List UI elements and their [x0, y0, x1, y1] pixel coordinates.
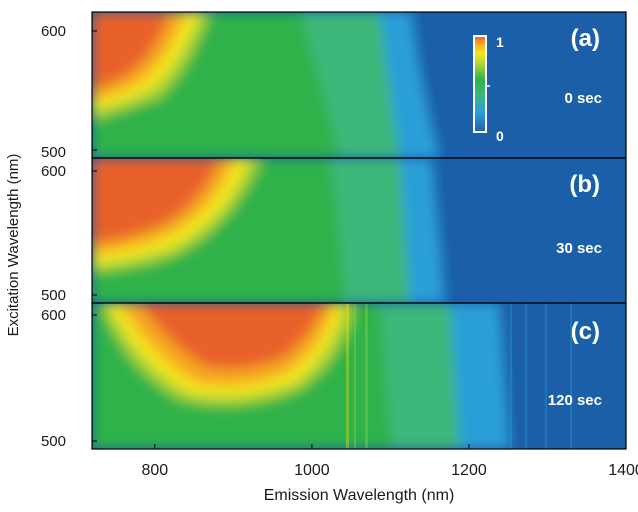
panel-b-time: 30 sec	[556, 240, 602, 257]
panel-c-frame	[91, 302, 627, 450]
x-tick-label: 1000	[294, 462, 330, 479]
y-tick-labels: 600 500 600 500 600 500	[41, 23, 66, 450]
y-tick-b-500: 500	[41, 287, 66, 304]
y-tick-a-500: 500	[41, 144, 66, 161]
x-tick-label: 1400	[608, 462, 638, 479]
x-axis: 800 1000 1200 1400	[141, 444, 638, 479]
y-tick-c-600: 600	[41, 307, 66, 324]
x-axis-label: Emission Wavelength (nm)	[264, 487, 455, 504]
panel-c	[92, 303, 626, 449]
panel-a-time: 0 sec	[564, 90, 602, 107]
panel-c-label: (c)	[571, 318, 600, 345]
panel-b-label: (b)	[569, 171, 600, 198]
colorbar: 1 0	[473, 34, 504, 144]
y-tick-b-600: 600	[41, 163, 66, 180]
y-tick-a-600: 600	[41, 23, 66, 40]
panel-a	[92, 12, 626, 158]
y-tick-c-500: 500	[41, 433, 66, 450]
panel-b	[92, 158, 626, 303]
colorbar-max-label: 1	[496, 34, 504, 50]
panel-c-time: 120 sec	[548, 392, 602, 409]
panel-a-label: (a)	[571, 25, 600, 52]
x-tick-label: 800	[141, 462, 168, 479]
y-axis-label: Excitation Wavelength (nm)	[5, 154, 22, 337]
colorbar-gradient	[473, 35, 487, 133]
x-tick-label: 1200	[451, 462, 487, 479]
panel-c-noise-streaks	[346, 303, 572, 449]
colorbar-min-label: 0	[496, 128, 504, 144]
